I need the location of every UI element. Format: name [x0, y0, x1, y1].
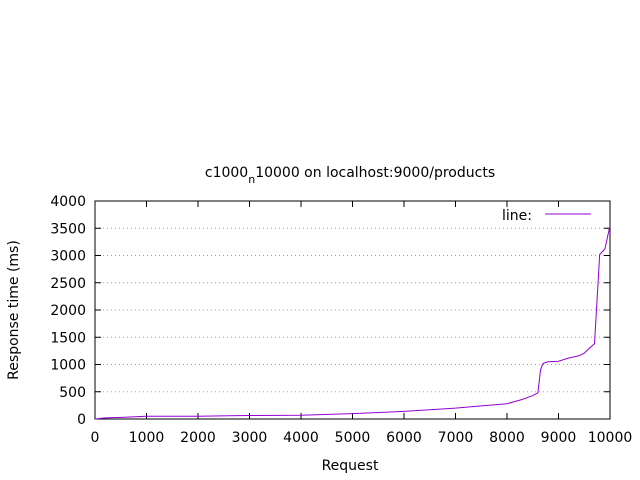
x-tick-label: 6000 [386, 430, 422, 446]
x-tick-label: 3000 [232, 430, 268, 446]
x-tick-label: 9000 [541, 430, 577, 446]
y-tick-label: 0 [77, 412, 86, 428]
x-tick-label: 8000 [489, 430, 525, 446]
legend: line: [502, 208, 591, 224]
series-line [94, 225, 611, 420]
x-axis-ticks: 0 1000 2000 3000 4000 5000 6000 7000 8000 9000 100… [91, 201, 633, 446]
grid-lines [95, 227, 610, 393]
y-tick-label: 2500 [50, 276, 86, 292]
x-tick-label: 4000 [283, 430, 319, 446]
y-tick-label: 500 [59, 385, 86, 401]
y-axis-ticks: 0 500 1000 1500 2000 2500 3000 3500 4000 [50, 194, 610, 428]
y-axis-label: Response time (ms) [6, 240, 22, 380]
x-tick-label: 1000 [129, 430, 165, 446]
legend-label: line: [502, 208, 532, 224]
y-tick-label: 1000 [50, 358, 86, 374]
x-tick-label: 10000 [588, 430, 633, 446]
x-tick-label: 7000 [438, 430, 474, 446]
y-tick-label: 1500 [50, 330, 86, 346]
x-tick-label: 2000 [180, 430, 216, 446]
title-rest: 10000 on localhost:9000/products [255, 165, 495, 181]
title-main: c1000 [205, 165, 248, 181]
title-subscript: n [248, 173, 255, 186]
x-tick-label: 0 [91, 430, 100, 446]
x-tick-label: 5000 [335, 430, 371, 446]
y-tick-label: 3500 [50, 221, 86, 237]
y-tick-label: 3000 [50, 249, 86, 265]
chart-title: c1000n10000 on localhost:9000/products [205, 165, 495, 186]
plot-frame [94, 200, 611, 420]
x-axis-label: Request [322, 458, 379, 474]
y-tick-label: 2000 [50, 303, 86, 319]
y-tick-label: 4000 [50, 194, 86, 210]
